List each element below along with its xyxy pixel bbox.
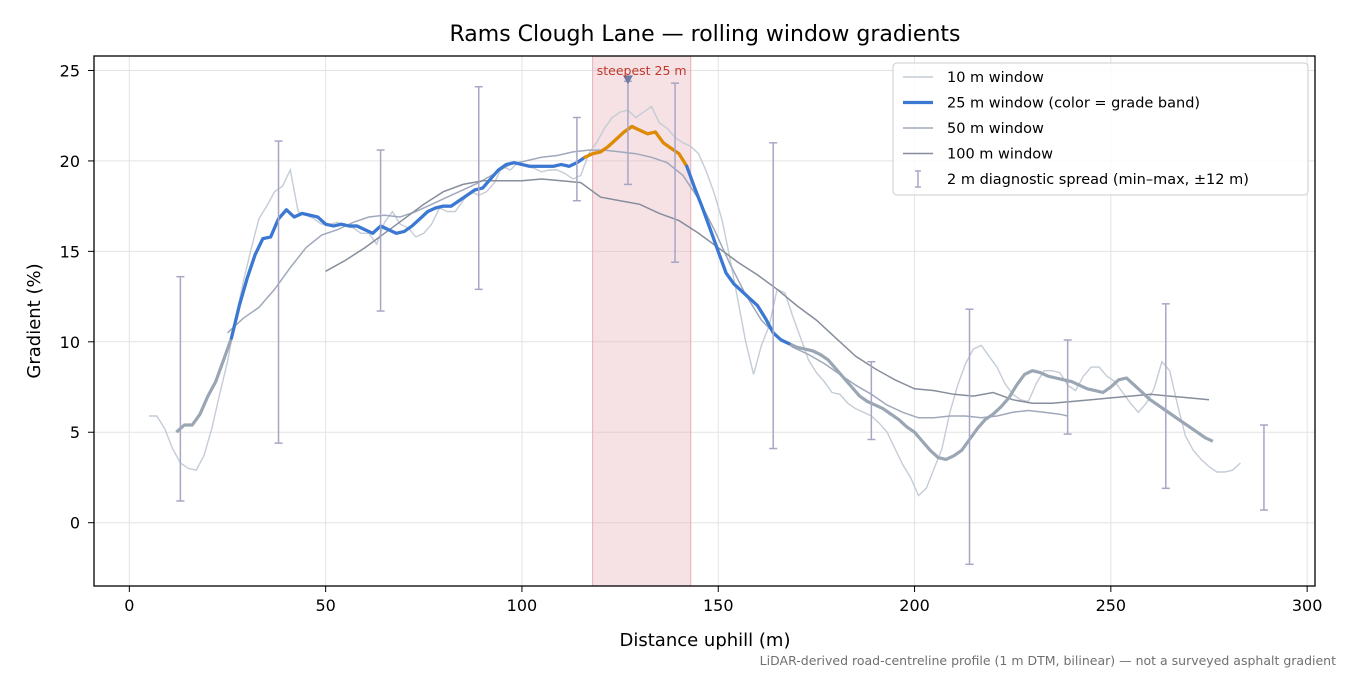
x-tick-label: 200	[899, 596, 930, 615]
legend-label: 25 m window (color = grade band)	[947, 96, 1200, 112]
legend-item-diag: 2 m diagnostic spread (min–max, ±12 m)	[915, 170, 1249, 188]
diagnostic-errorbars	[176, 80, 1268, 566]
legend-items: 10 m window 25 m window (color = grade ba…	[903, 70, 1249, 188]
x-tick-label: 250	[1096, 596, 1127, 615]
series-25m-window-segment	[685, 164, 791, 346]
x-tick-label: 0	[124, 596, 134, 615]
diagnostic-errorbar	[474, 86, 483, 291]
y-axis: 0 5 10 15 20 25	[60, 61, 94, 533]
diagnostic-errorbar	[965, 308, 974, 566]
diagnostic-errorbar	[769, 142, 778, 450]
x-axis: 0 50 100 150 200 250 300	[124, 586, 1322, 615]
diagnostic-errorbar	[671, 82, 680, 263]
annotation-layer: steepest 25 m	[597, 63, 687, 85]
x-tick-label: 100	[507, 596, 538, 615]
x-axis-label: Distance uphill (m)	[620, 630, 791, 651]
diagnostic-errorbar	[176, 275, 185, 502]
legend-box	[892, 62, 1309, 196]
legend-item-w25: 25 m window (color = grade band)	[903, 96, 1200, 112]
legend-label: 2 m diagnostic spread (min–max, ±12 m)	[947, 172, 1249, 188]
x-tick-label: 300	[1292, 596, 1323, 615]
steepest-band	[592, 55, 692, 587]
diagnostic-errorbar	[376, 149, 385, 312]
diagnostic-errorbar	[1063, 339, 1072, 435]
series-50m-window	[226, 149, 1068, 419]
legend-item-w10: 10 m window	[903, 70, 1044, 86]
y-tick-label: 5	[70, 423, 80, 442]
diagnostic-errorbar	[572, 116, 581, 202]
y-tick-label: 0	[70, 514, 80, 533]
footnote: LiDAR-derived road-centreline profile (1…	[760, 653, 1336, 668]
legend-label: 50 m window	[947, 121, 1044, 137]
legend: 10 m window 25 m window (color = grade ba…	[892, 62, 1309, 196]
y-axis-label: Gradient (%)	[24, 263, 45, 378]
series-layer	[149, 105, 1241, 497]
y-tick-label: 15	[60, 242, 80, 261]
plot-frame	[93, 55, 1316, 587]
steepest-band-layer	[592, 55, 692, 587]
x-tick-label: 150	[703, 596, 734, 615]
legend-item-w100: 100 m window	[903, 147, 1053, 163]
diagnostic-errorbar	[867, 360, 876, 441]
y-tick-label: 25	[60, 61, 80, 80]
legend-label: 10 m window	[947, 70, 1044, 86]
chart-title: Rams Clough Lane — rolling window gradie…	[449, 22, 960, 47]
diagnostic-errorbar	[1161, 303, 1170, 490]
series-25m-window-segment	[583, 124, 689, 168]
series-25m-window-segment	[229, 155, 587, 340]
diagnostic-errorbar	[1259, 424, 1268, 511]
x-tick-label: 50	[315, 596, 335, 615]
y-tick-label: 20	[60, 152, 80, 171]
steepest-marker	[622, 75, 633, 85]
series-100m-window	[325, 178, 1210, 405]
diagnostic-errorbar	[274, 140, 283, 444]
grid	[94, 56, 1315, 586]
steepest-label: steepest 25 m	[597, 63, 687, 78]
legend-label: 100 m window	[947, 147, 1053, 163]
legend-item-w50: 50 m window	[903, 121, 1044, 137]
y-tick-label: 10	[60, 333, 80, 352]
